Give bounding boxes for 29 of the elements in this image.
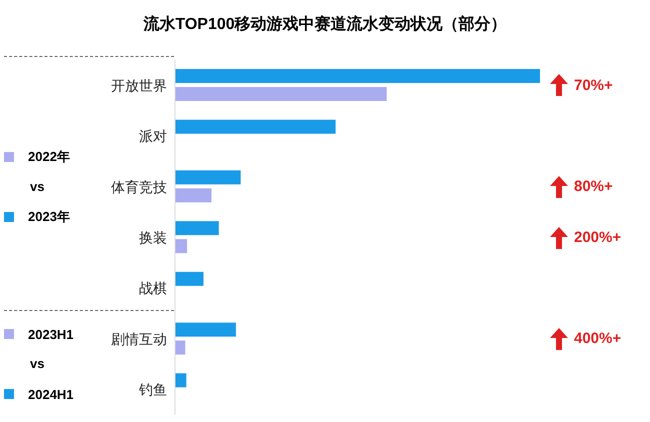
bar <box>175 373 186 388</box>
y-tick-label: 开放世界 <box>111 77 167 94</box>
text: 200%+ <box>574 229 622 246</box>
bar <box>175 322 236 337</box>
text: vs <box>29 178 46 196</box>
bar <box>175 87 387 101</box>
bar <box>175 221 219 236</box>
bar <box>175 120 336 134</box>
bar <box>175 69 540 83</box>
bar <box>175 188 212 202</box>
chart-title: 流水TOP100移动游戏中赛道流水变动状况（部分） <box>142 14 508 35</box>
bar <box>175 272 204 286</box>
text: 80%+ <box>574 178 613 196</box>
legend-label: 2024H1 <box>28 386 74 402</box>
y-tick-label: 钓鱼 <box>138 382 167 398</box>
text: 400%+ <box>574 330 622 348</box>
legend-label: 2023年 <box>28 208 70 226</box>
text: 70%+ <box>574 76 613 94</box>
y-tick-label: 战棋 <box>139 280 167 296</box>
y-tick-label: 换装 <box>139 229 167 246</box>
bar <box>175 239 188 254</box>
y-tick-label: 剧情互动 <box>111 330 167 347</box>
bar <box>175 340 186 355</box>
legend-label: 2023H1 <box>28 326 74 342</box>
y-tick-label: 体育竞技 <box>111 178 167 195</box>
bar <box>175 170 241 184</box>
y-tick-label: 派对 <box>139 128 167 144</box>
text: vs <box>29 355 46 374</box>
legend-label: 2022年 <box>28 148 70 166</box>
